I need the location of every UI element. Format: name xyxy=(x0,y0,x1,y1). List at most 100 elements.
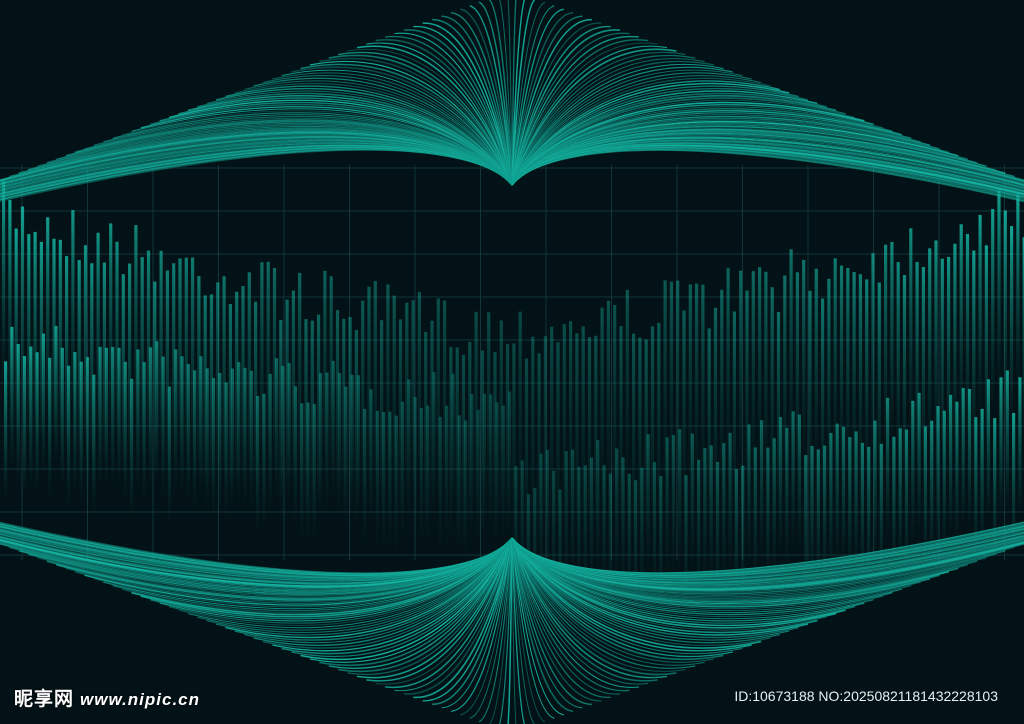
spectrum-bar xyxy=(443,300,447,501)
spectrum-bar xyxy=(613,305,617,506)
spectrum-bar xyxy=(1018,377,1022,518)
spectrum-bar xyxy=(980,408,984,549)
spectrum-bar xyxy=(102,262,106,463)
spectrum-bar xyxy=(600,307,604,508)
spectrum-bar xyxy=(325,372,329,513)
watermark-id: ID:10673188 NO:20250821181432228103 xyxy=(734,688,998,704)
spectrum-bar xyxy=(174,349,178,490)
spectrum-bar xyxy=(877,282,881,483)
spectrum-bar xyxy=(180,356,184,497)
spectrum-bar xyxy=(827,278,831,479)
spectrum-bar xyxy=(986,379,990,520)
spectrum-bar xyxy=(682,310,686,511)
spectrum-bar xyxy=(545,450,549,591)
spectrum-bar xyxy=(356,375,360,516)
spectrum-bar xyxy=(991,209,995,410)
spectrum-bar xyxy=(165,270,169,471)
spectrum-bar xyxy=(211,378,216,519)
spectrum-bar xyxy=(354,329,358,530)
spectrum-bar xyxy=(627,473,631,614)
spectrum-bar xyxy=(575,333,579,534)
spectrum-bar xyxy=(841,426,846,567)
spectrum-bar xyxy=(123,361,127,502)
spectrum-bar xyxy=(972,250,976,451)
spectrum-bar xyxy=(997,188,1001,389)
spectrum-bar xyxy=(27,234,31,435)
spectrum-bar xyxy=(222,276,226,477)
spectrum-bar xyxy=(375,411,379,552)
spectrum-bar xyxy=(249,370,253,511)
spectrum-bar xyxy=(902,275,907,476)
spectrum-bar xyxy=(596,440,600,581)
spectrum-bar xyxy=(65,256,69,457)
spectrum-bar xyxy=(846,268,850,469)
spectrum-bar xyxy=(646,434,650,575)
spectrum-bar xyxy=(802,259,806,460)
spectrum-bar xyxy=(331,360,335,501)
spectrum-bar xyxy=(438,416,442,557)
spectrum-bar xyxy=(46,217,50,418)
spectrum-bar xyxy=(501,405,505,546)
spectrum-bar xyxy=(413,397,417,538)
spectrum-bar xyxy=(947,256,951,457)
spectrum-bar xyxy=(71,210,75,411)
spectrum-bar xyxy=(835,423,839,564)
spectrum-bar xyxy=(323,270,327,471)
spectrum-bar xyxy=(587,337,592,538)
spectrum-bar xyxy=(153,281,157,482)
spectrum-bar xyxy=(417,291,421,492)
spectrum-bar xyxy=(778,416,783,557)
spectrum-bar xyxy=(713,307,718,508)
spectrum-bar xyxy=(449,347,453,548)
spectrum-bar xyxy=(808,290,812,491)
spectrum-bar xyxy=(772,438,776,579)
spectrum-bar xyxy=(109,223,113,424)
spectrum-bar xyxy=(90,263,94,464)
spectrum-bar xyxy=(230,368,234,509)
spectrum-bar xyxy=(337,373,342,514)
spectrum-bar xyxy=(839,265,844,466)
spectrum-bar xyxy=(766,447,770,588)
spectrum-bar xyxy=(695,283,699,484)
spectrum-bar xyxy=(739,270,743,471)
spectrum-bar xyxy=(1010,226,1014,427)
spectrum-bar xyxy=(419,407,423,548)
spectrum-bar xyxy=(911,400,915,541)
spectrum-bar xyxy=(1005,370,1009,511)
spectrum-bar xyxy=(407,379,411,520)
spectrum-bar xyxy=(52,238,56,439)
spectrum-bar xyxy=(930,420,934,561)
spectrum-bar xyxy=(287,363,291,504)
spectrum-bar xyxy=(83,245,88,446)
spectrum-bar xyxy=(955,401,959,542)
spectrum-bar xyxy=(594,335,598,536)
spectrum-bar xyxy=(879,443,883,584)
spectrum-bar xyxy=(791,411,795,552)
spectrum-bar xyxy=(468,342,472,543)
spectrum-bar xyxy=(235,291,239,492)
spectrum-bar xyxy=(398,319,403,520)
spectrum-bar xyxy=(489,394,493,535)
spectrum-bar xyxy=(67,365,71,506)
spectrum-bar xyxy=(816,449,820,590)
spectrum-bar xyxy=(753,447,757,588)
spectrum-bar xyxy=(745,290,749,491)
spectrum-bar xyxy=(482,393,486,534)
spectrum-bar xyxy=(608,473,612,614)
spectrum-bar xyxy=(405,302,409,503)
spectrum-bar xyxy=(33,231,37,432)
spectrum-bar xyxy=(241,286,245,487)
spectrum-bar xyxy=(785,427,789,568)
spectrum-bar xyxy=(363,408,367,549)
spectrum-bar xyxy=(22,356,27,497)
spectrum-bar xyxy=(967,388,972,529)
spectrum-bar xyxy=(760,420,764,561)
spectrum-bar xyxy=(142,362,146,503)
spectrum-bar xyxy=(130,378,134,519)
spectrum-bar xyxy=(319,373,323,514)
spectrum-bar xyxy=(480,350,484,551)
spectrum-bar xyxy=(747,424,751,565)
spectrum-bar xyxy=(709,445,713,586)
spectrum-bar xyxy=(60,347,64,488)
spectrum-bar xyxy=(306,402,310,543)
